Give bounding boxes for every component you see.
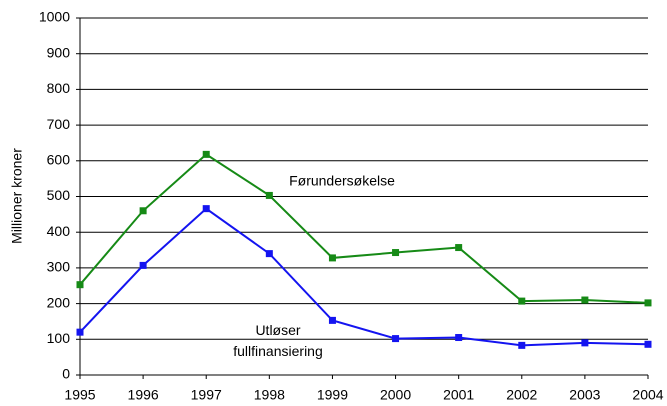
x-tick-label: 2003 xyxy=(569,387,600,403)
x-tick-label: 2002 xyxy=(506,387,537,403)
data-point xyxy=(455,244,463,252)
y-axis-label: Millioner kroner xyxy=(9,148,25,244)
y-tick-label: 0 xyxy=(62,366,70,382)
y-tick-label: 100 xyxy=(47,330,71,346)
x-tick-label: 1995 xyxy=(64,387,95,403)
y-tick-label: 800 xyxy=(47,80,71,96)
y-tick-label: 300 xyxy=(47,259,71,275)
series-line xyxy=(79,153,649,304)
series-label: Utløser fullfinansiering xyxy=(233,322,323,359)
data-point xyxy=(265,191,273,199)
y-tick-label: 600 xyxy=(47,152,71,168)
data-point xyxy=(328,316,336,324)
x-tick-label: 2001 xyxy=(443,387,474,403)
y-tick-label: 900 xyxy=(47,44,71,60)
data-point xyxy=(518,341,526,349)
x-tick-label: 2004 xyxy=(632,387,663,403)
data-point xyxy=(518,297,526,305)
y-tick-label: 1000 xyxy=(39,9,70,25)
x-tick-label: 1999 xyxy=(317,387,348,403)
data-point xyxy=(139,261,147,269)
y-tick-label: 700 xyxy=(47,116,71,132)
data-point xyxy=(644,299,652,307)
data-point xyxy=(76,328,84,336)
y-tick-label: 400 xyxy=(47,223,71,239)
x-tick-label: 1998 xyxy=(254,387,285,403)
y-tick-label: 200 xyxy=(47,294,71,310)
data-point xyxy=(581,339,589,347)
data-point xyxy=(202,205,210,213)
data-point xyxy=(265,250,273,258)
data-point xyxy=(455,334,463,342)
y-tick-label: 500 xyxy=(47,187,71,203)
data-point xyxy=(581,296,589,304)
x-tick-label: 1997 xyxy=(191,387,222,403)
data-point xyxy=(76,281,84,289)
series-label: Førundersøkelse xyxy=(289,172,395,189)
data-point xyxy=(202,150,210,158)
x-tick-label: 1996 xyxy=(128,387,159,403)
data-point xyxy=(392,335,400,343)
data-point xyxy=(328,254,336,262)
x-tick-label: 2000 xyxy=(380,387,411,403)
data-point xyxy=(139,207,147,215)
data-point xyxy=(644,340,652,348)
series-line xyxy=(79,207,649,347)
data-point xyxy=(392,249,400,257)
